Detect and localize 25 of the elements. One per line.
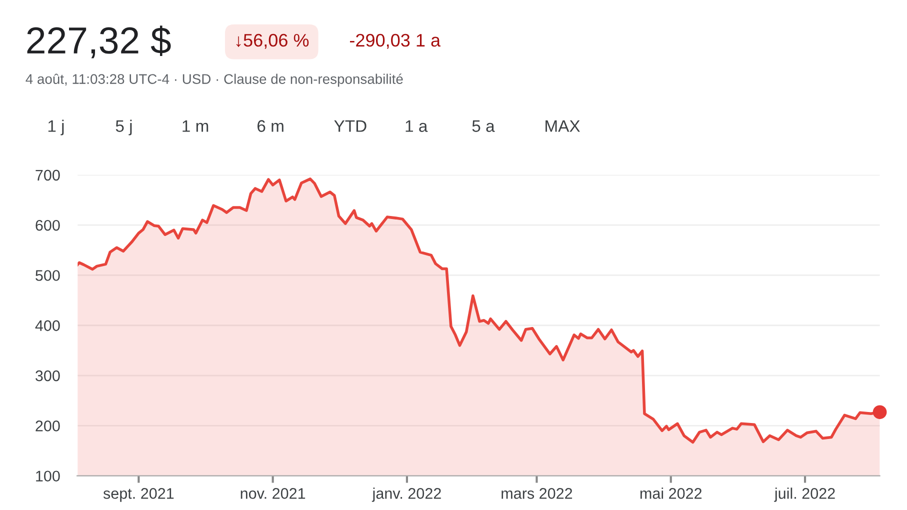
y-tick-label: 400 xyxy=(35,320,60,332)
x-tick-label: juil. 2022 xyxy=(774,488,835,502)
x-tick-label: nov. 2021 xyxy=(240,488,306,499)
y-tick-label: 700 xyxy=(36,170,60,181)
text: MAX xyxy=(546,120,580,132)
text: 1 a xyxy=(406,120,428,132)
text: 5 j xyxy=(116,120,132,136)
text: 1 j xyxy=(48,120,64,136)
y-tick-label: 600 xyxy=(36,220,60,231)
chart-subtitle: 4 août, 11:03:28 UTC-4 · USD · Clause de non-responsabilité xyxy=(26,74,403,87)
x-tick-label: janv. 2022 xyxy=(372,488,441,502)
y-tick-label: 200 xyxy=(36,420,60,432)
chart-title: 227,32 $ xyxy=(27,26,171,58)
x-tick-label: mai 2022 xyxy=(640,488,702,499)
y-tick-label: 300 xyxy=(36,370,60,382)
text: ↓56,06 % xyxy=(236,34,309,49)
text: 1 m xyxy=(182,120,208,132)
text: 5 a xyxy=(472,120,495,132)
y-tick-label: 500 xyxy=(36,270,60,281)
text: YTD xyxy=(334,120,366,132)
text: 6 m xyxy=(258,120,284,132)
x-tick-label: sept. 2021 xyxy=(103,488,174,502)
x-tick-label: mars 2022 xyxy=(502,488,572,499)
text: -290,03 1 a xyxy=(350,34,441,49)
y-tick-label: 100 xyxy=(36,470,60,482)
